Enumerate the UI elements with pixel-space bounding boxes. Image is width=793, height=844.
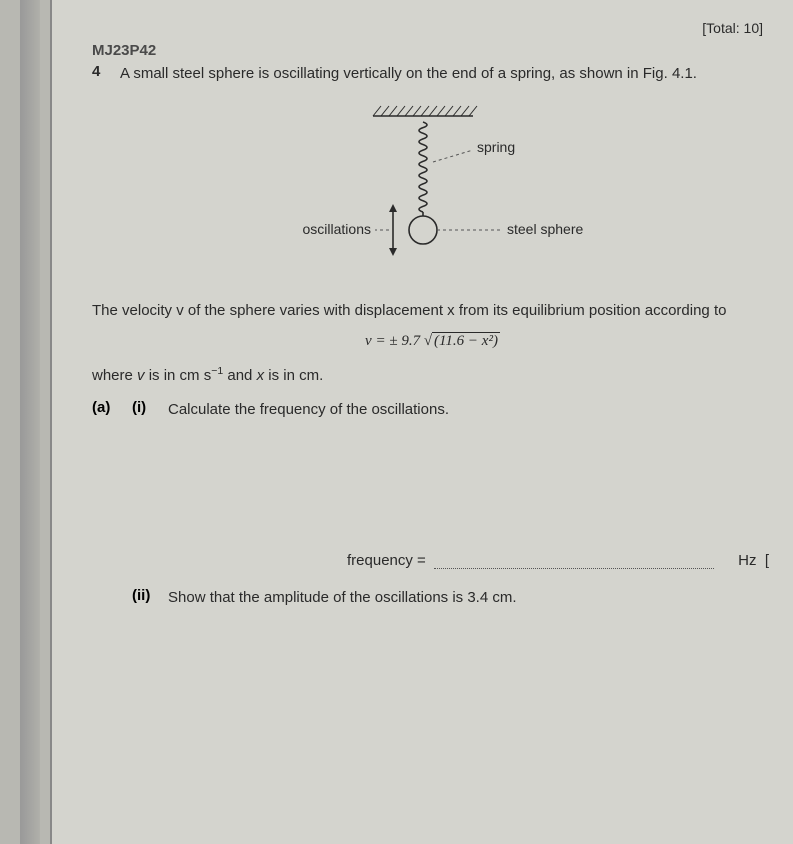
units-mid1: is in cm s: [145, 367, 212, 384]
question-number: 4: [92, 63, 106, 84]
eq-coeff: 9.7: [401, 333, 420, 349]
total-marks: [Total: 10]: [92, 20, 763, 36]
eq-lhs: v: [365, 333, 372, 349]
units-v: v: [137, 367, 145, 384]
eq-sign: = ±: [375, 333, 397, 349]
units-tail: is in cm.: [264, 367, 323, 384]
svg-text:oscillations: oscillations: [302, 221, 370, 237]
units-x: x: [257, 367, 265, 384]
part-a: (a) (i) Calculate the frequency of the o…: [92, 399, 773, 422]
velocity-intro: The velocity v of the sphere varies with…: [92, 300, 773, 323]
frequency-answer-line: frequency = Hz [: [92, 552, 773, 569]
units-exp: −1: [211, 365, 223, 377]
question-row: 4 A small steel sphere is oscillating ve…: [92, 63, 773, 84]
svg-text:spring: spring: [477, 139, 515, 155]
frequency-unit: Hz: [738, 552, 756, 569]
part-a-i-label: (i): [132, 399, 156, 422]
marks-bracket: [: [765, 552, 769, 569]
page-binding: [20, 0, 40, 844]
part-a-ii-text: Show that the amplitude of the oscillati…: [168, 587, 517, 610]
question-text: A small steel sphere is oscillating vert…: [120, 63, 697, 84]
part-a-i-text: Calculate the frequency of the oscillati…: [168, 399, 449, 422]
paper-code: MJ23P42: [92, 42, 773, 59]
frequency-blank[interactable]: [434, 555, 714, 569]
svg-text:steel sphere: steel sphere: [507, 221, 583, 237]
eq-radicand: (11.6 − x²): [432, 332, 500, 349]
exam-page: [Total: 10] MJ23P42 4 A small steel sphe…: [50, 0, 793, 844]
velocity-equation: v = ± 9.7 √(11.6 − x²): [92, 333, 773, 350]
part-a-ii: (ii) Show that the amplitude of the osci…: [132, 587, 773, 610]
eq-radical-sign: √: [424, 333, 432, 349]
frequency-label: frequency =: [347, 552, 426, 569]
units-mid2: and: [223, 367, 256, 384]
units-note: where v is in cm s−1 and x is in cm.: [92, 364, 773, 388]
units-pre: where: [92, 367, 137, 384]
part-a-ii-label: (ii): [132, 587, 156, 610]
figure-spring-diagram: spring steel sphere oscillations: [92, 102, 773, 282]
part-a-label: (a): [92, 399, 120, 422]
